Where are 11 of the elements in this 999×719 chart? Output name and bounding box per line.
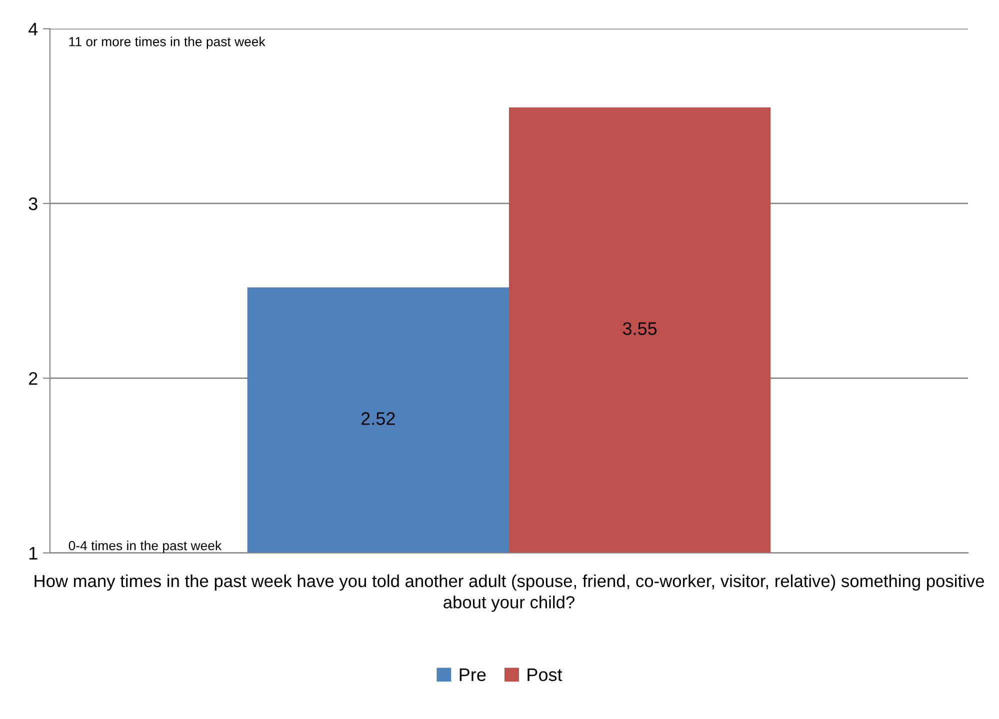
legend-label: Pre — [460, 668, 486, 682]
annotation: 0-4 times in the past week — [68, 540, 222, 553]
y-tick-label: 3 — [28, 197, 38, 210]
y-tick-label: 1 — [29, 547, 38, 560]
x-axis-title: How many times in the past week have you told another adult (spouse, friend, co-worker, visitor, relative) something positive about your child? — [34, 574, 984, 612]
y-tick-label: 4 — [28, 22, 38, 36]
data-label: 2.52 — [362, 412, 395, 425]
data-label: 3.55 — [622, 322, 657, 335]
y-tick-label: 2 — [29, 372, 38, 385]
annotation: 11 or more times in the past week — [69, 36, 266, 49]
legend-label: Post — [528, 668, 562, 682]
